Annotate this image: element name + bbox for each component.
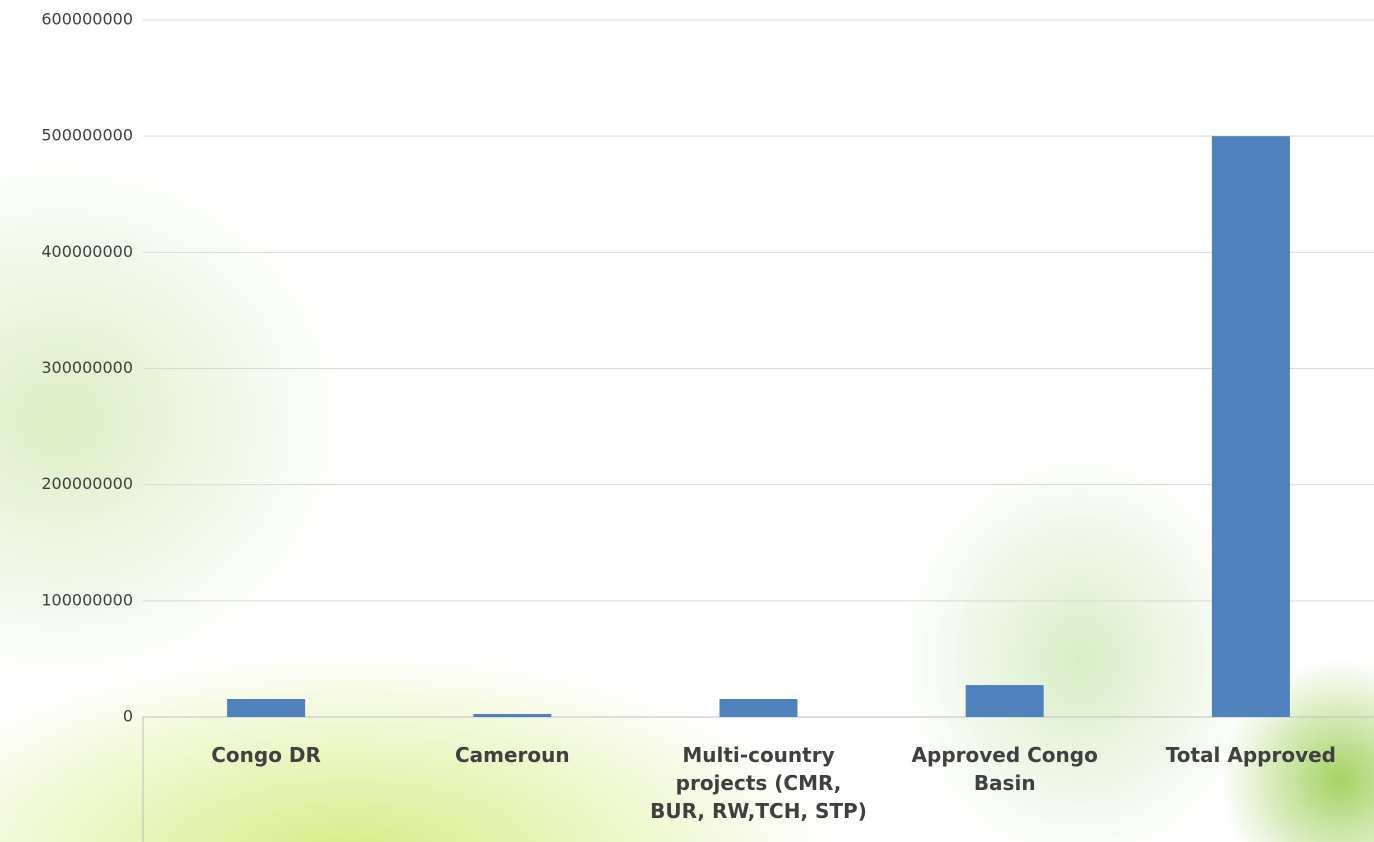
y-tick-label: 500000000 — [41, 126, 133, 145]
x-tick-label: Multi-country projects (CMR, BUR, RW,TCH… — [650, 743, 867, 823]
y-tick-label: 0 — [123, 707, 133, 726]
x-tick-label: Cameroun — [454, 743, 570, 767]
bar — [227, 698, 306, 717]
bar — [1211, 136, 1290, 717]
bar — [719, 698, 798, 717]
y-tick-label: 400000000 — [41, 242, 133, 261]
x-tick-label: Approved Congo Basin — [911, 743, 1098, 795]
x-tick-label: Total Approved — [1165, 743, 1336, 767]
y-tick-label: 200000000 — [41, 474, 133, 493]
y-tick-label: 600000000 — [41, 10, 133, 29]
bar — [473, 713, 552, 717]
bar — [965, 685, 1044, 717]
x-tick-label: Congo DR — [211, 743, 321, 767]
y-tick-label: 100000000 — [41, 590, 133, 609]
y-tick-label: 300000000 — [41, 358, 133, 377]
